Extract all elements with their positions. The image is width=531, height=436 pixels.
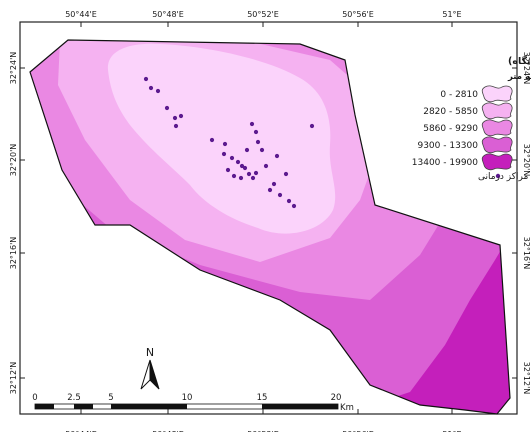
health-center-point: [225, 167, 231, 173]
legend-point-entry: مراکز درمانی: [478, 172, 529, 182]
health-center-point: [277, 192, 283, 198]
health-center-point: [242, 165, 248, 171]
lat-label-right-4: 32°12'N: [522, 362, 531, 395]
scale-tick-2: 5: [108, 393, 113, 403]
health-center-point: [173, 123, 179, 129]
health-center-point: [239, 163, 245, 169]
health-centers: [143, 76, 315, 209]
scale-unit: Km: [340, 403, 354, 413]
lon-label-1: 50°44'E: [65, 10, 97, 19]
legend-class-5: 13400 - 19900: [412, 153, 513, 171]
health-center-point: [249, 121, 255, 127]
health-center-point: [286, 198, 292, 204]
north-arrow-label: N: [146, 346, 154, 359]
legend-swatch-4: [481, 136, 513, 154]
legend-class-2: 2820 - 5850: [423, 102, 513, 120]
lon-label-4: 50°56'E: [342, 10, 374, 19]
scale-tick-4: 15: [257, 393, 268, 403]
health-center-point: [229, 155, 235, 161]
health-center-point: [231, 173, 237, 179]
lon-label-3: 50°52'E: [247, 10, 279, 19]
legend-title: فاصله از مراکز درمانی (کلینیک و درمانگاه…: [508, 55, 531, 67]
health-center-point: [155, 88, 161, 94]
scale-tick-5: 20: [331, 393, 342, 403]
health-center-point: [253, 170, 259, 176]
lat-label-3: 32°16'N: [9, 237, 18, 270]
legend-label-4: 9300 - 13300: [417, 141, 478, 151]
lon-label-2: 50°48'E: [152, 10, 184, 19]
legend-label-5: 13400 - 19900: [412, 158, 479, 168]
north-arrow-right-half: [149, 359, 160, 390]
lat-labels-left: 32°24'N 32°20'N 32°16'N 32°12'N: [9, 52, 18, 395]
health-center-point: [148, 85, 154, 91]
lon-labels-top: 50°44'E 50°48'E 50°52'E 50°56'E 51°E: [65, 10, 461, 19]
health-center-point: [291, 203, 297, 209]
scale-bar: 0 2.5 5 10 15 20 Km: [32, 393, 354, 413]
health-center-point: [255, 139, 261, 145]
lat-label-1: 32°24'N: [9, 52, 18, 85]
health-center-point: [263, 163, 269, 169]
health-center-point: [267, 187, 273, 193]
legend-swatch-5: [481, 153, 513, 171]
legend-point-label: مراکز درمانی: [478, 172, 529, 182]
health-center-point: [246, 171, 252, 177]
legend: فاصله از مراکز درمانی (کلینیک و درمانگاه…: [412, 55, 531, 182]
lat-label-2: 32°20'N: [9, 144, 18, 177]
legend-class-4: 9300 - 13300: [417, 136, 513, 154]
health-center-point: [253, 129, 259, 135]
legend-class-1: 0 - 2810: [440, 85, 513, 103]
study-area-boundary: [29, 39, 511, 415]
legend-label-1: 0 - 2810: [440, 90, 478, 100]
legend-label-2: 2820 - 5850: [423, 107, 478, 117]
legend-swatch-1: [481, 85, 513, 103]
lat-label-4: 32°12'N: [9, 362, 18, 395]
legend-swatch-3: [481, 119, 513, 137]
scale-tick-3: 10: [182, 393, 193, 403]
health-center-point: [274, 153, 280, 159]
legend-swatch-2: [481, 102, 513, 120]
lat-labels-right: 32°24'N 32°20'N 32°16'N 32°12'N: [522, 52, 531, 395]
health-center-point: [244, 147, 250, 153]
health-center-point: [222, 141, 228, 147]
legend-subtitle: به متر: [507, 72, 531, 82]
zone-class-1: [107, 43, 336, 234]
scale-tick-0: 0: [32, 393, 37, 403]
health-center-point: [238, 175, 244, 181]
graticule-ticks: [20, 22, 517, 414]
scale-tick-1: 2.5: [67, 393, 81, 403]
health-center-point: [178, 113, 184, 119]
health-center-point: [309, 123, 315, 129]
lat-label-right-3: 32°16'N: [522, 237, 531, 270]
lat-label-right-1: 32°24'N: [522, 52, 531, 85]
health-center-point: [271, 181, 277, 187]
health-center-point: [250, 175, 256, 181]
lon-label-5: 51°E: [442, 10, 461, 19]
health-center-point: [283, 171, 289, 177]
health-center-point: [235, 159, 241, 165]
lat-label-right-2: 32°20'N: [522, 144, 531, 177]
health-center-point: [172, 115, 178, 121]
legend-point-symbol: [495, 173, 501, 179]
legend-class-3: 5860 - 9290: [423, 119, 513, 137]
legend-label-3: 5860 - 9290: [423, 124, 478, 134]
health-center-point: [209, 137, 215, 143]
north-arrow: N: [140, 346, 160, 390]
health-center-point: [164, 105, 170, 111]
health-center-point: [221, 151, 227, 157]
health-center-point: [143, 76, 149, 82]
health-center-point: [259, 147, 265, 153]
